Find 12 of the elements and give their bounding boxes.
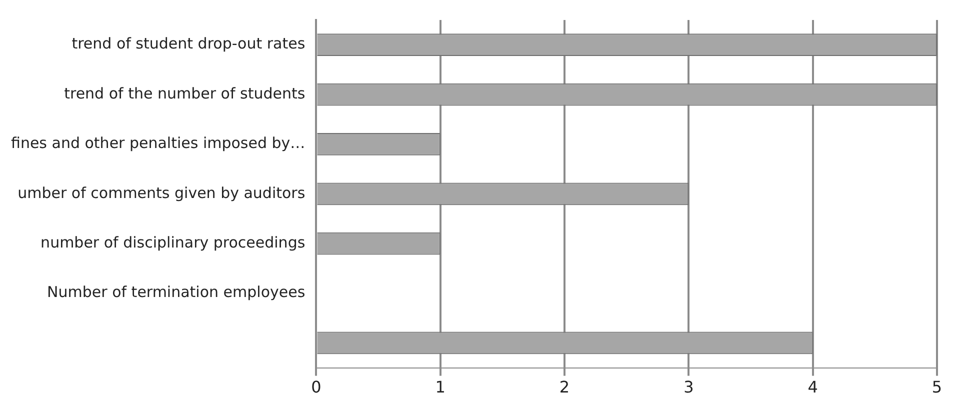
x-tick-label: 3 (684, 378, 694, 397)
y-tick-label: umber of comments given by auditors (18, 184, 306, 202)
y-tick-label: trend of the number of students (64, 84, 306, 102)
y-tick-label: Number of termination employees (47, 283, 306, 302)
x-tick-label: 1 (435, 378, 446, 397)
y-tick-label: number of disciplinary proceedings (40, 233, 306, 252)
x-tick-label: 5 (932, 378, 942, 397)
x-tick-label: 2 (559, 378, 570, 397)
y-tick-label: trend of student drop-out rates (72, 34, 306, 53)
y-tick-label: fines and other penalties imposed by… (11, 134, 306, 152)
x-tick-label: 0 (311, 378, 322, 397)
x-tick-label: 4 (808, 378, 818, 397)
